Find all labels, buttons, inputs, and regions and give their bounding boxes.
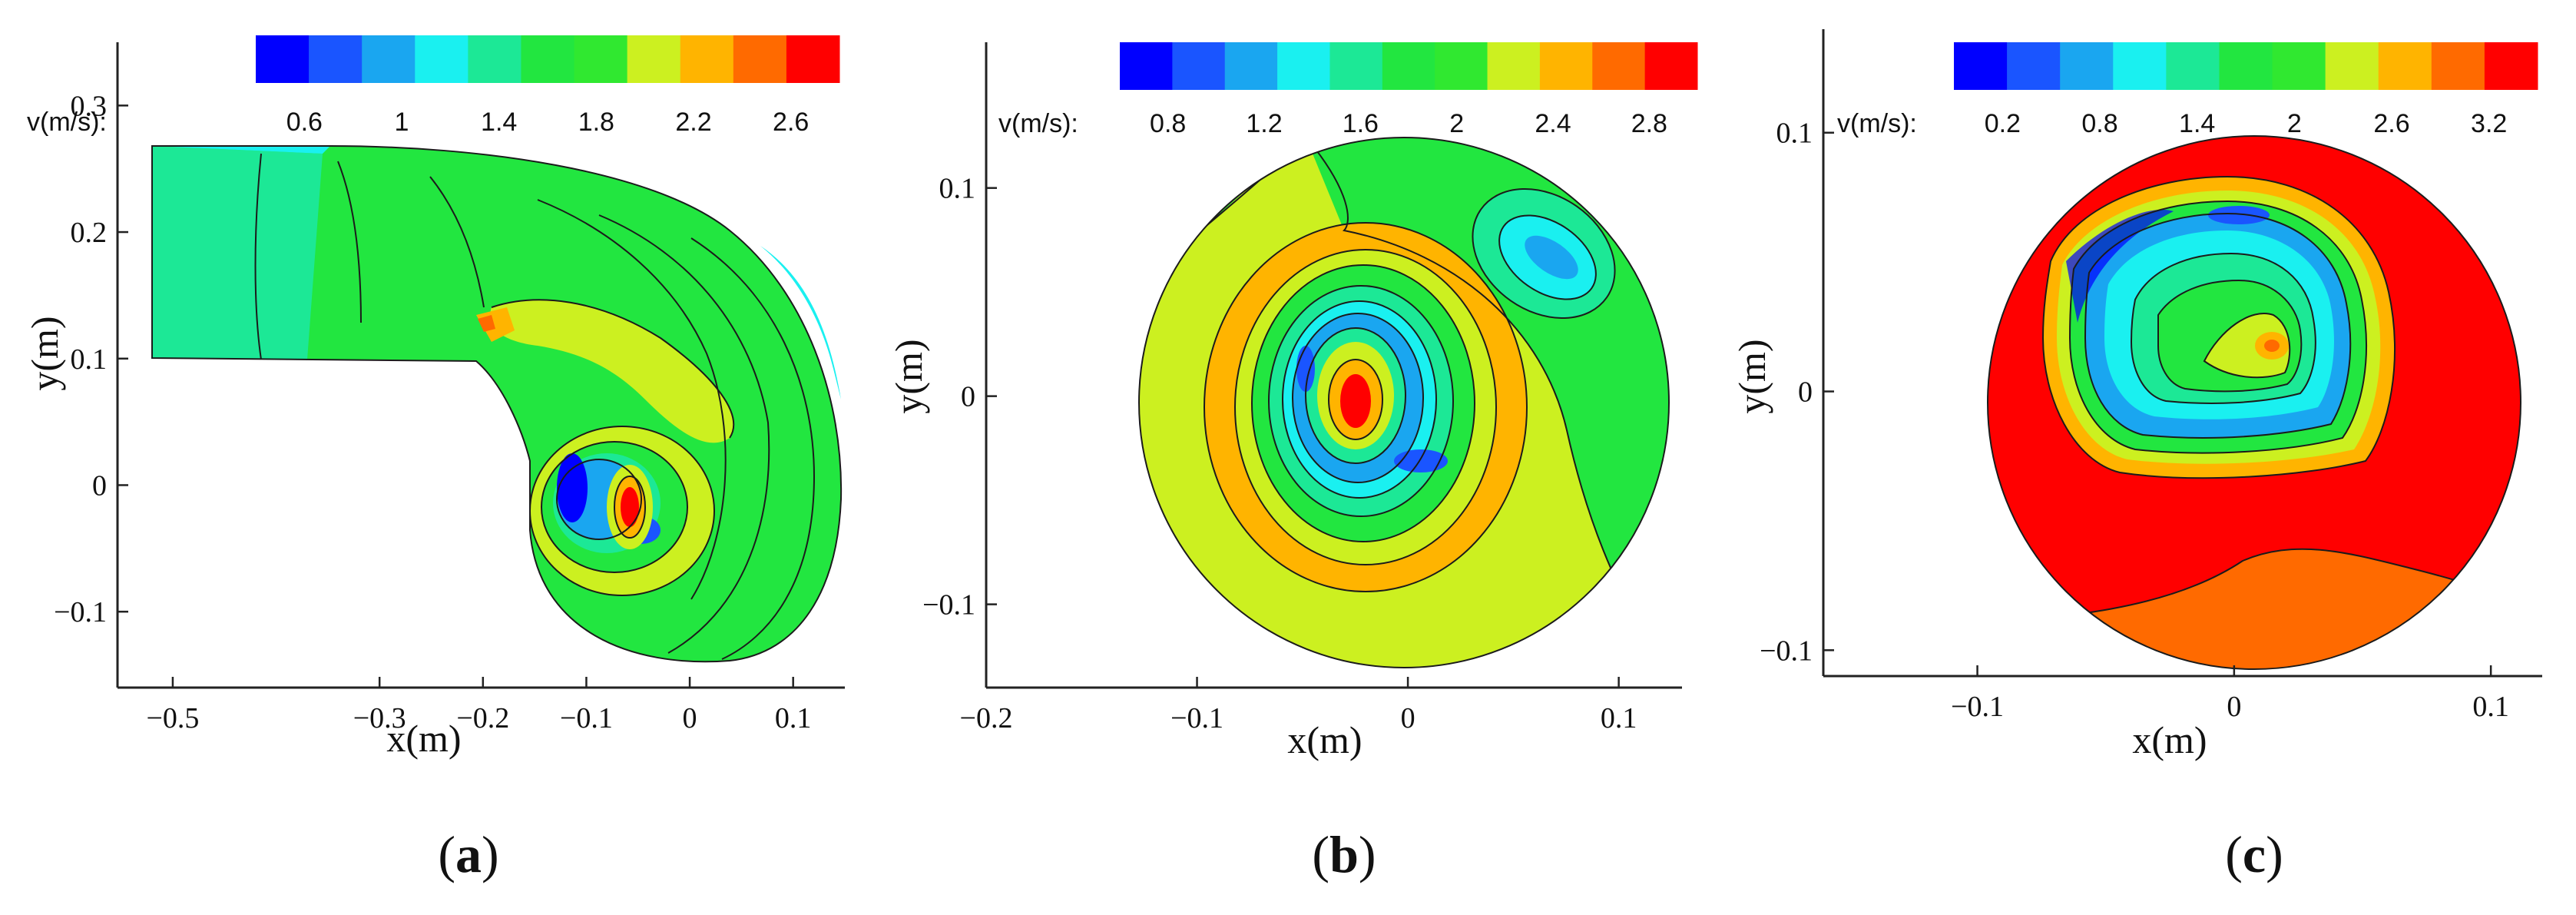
panel-c-ytick-label: 0: [1798, 376, 1813, 409]
panel-b-colorbar-swatch: [1172, 42, 1226, 90]
panel-b-ytick-label: 0: [961, 381, 975, 413]
panel-b-ytick-label: 0.1: [939, 173, 976, 205]
panel-c-colorbar-swatch: [2325, 42, 2379, 90]
panel-c-colorbar-swatch: [2113, 42, 2167, 90]
panel-b-colorbar-swatch: [1224, 42, 1278, 90]
panel-b-xtick-label: −0.2: [960, 702, 1013, 734]
panel-b-colorbar-swatch: [1329, 42, 1383, 90]
panel-c-ytick-label: −0.1: [1760, 635, 1813, 667]
panel-b-xtick-label: 0: [1401, 702, 1415, 734]
panel-a-ytick-label: −0.1: [54, 596, 107, 628]
panel-a-colorbar-swatch: [256, 35, 310, 83]
panel-c-colorbar-swatch: [2272, 42, 2326, 90]
panel-b-ytick-label: −0.1: [922, 589, 975, 622]
panel-a-colorbar-swatch: [733, 35, 787, 83]
panel-a-colorbar-swatch: [627, 35, 681, 83]
panel-a-xtick-label: 0.1: [775, 702, 812, 734]
panel-a-colorbar-swatch: [521, 35, 575, 83]
panel-b-colorbar-tick: 0.8: [1150, 109, 1186, 138]
panel-a: −0.5 −0.3 −0.2 −0.1 0 0.1 −0.1 0 0.1 0.2 0.3 0.6 1 1…: [23, 35, 845, 884]
panel-a-colorbar-swatch: [574, 35, 628, 83]
panel-a-colorbar-tick: 1: [395, 108, 409, 137]
panel-c-colorbar-tick: 3.2: [2471, 109, 2507, 138]
panel-a-xtick-label: −0.2: [456, 702, 509, 734]
panel-c-colorbar-label: v(m/s):: [1837, 109, 1917, 138]
panel-a-ytick-label: 0.1: [71, 343, 108, 376]
panel-a-xtick-label: −0.3: [353, 702, 406, 734]
panel-a-ytick-label: 0: [92, 469, 107, 502]
panel-a-colorbar-swatch: [786, 35, 840, 83]
panel-c-colorbar-swatch: [2007, 42, 2061, 90]
panel-a-colorbar-swatch: [468, 35, 521, 83]
panel-b-ylabel: y(m): [887, 339, 930, 413]
panel-b-colorbar-tick: 2.4: [1535, 109, 1571, 138]
panel-a-colorbar-tick: 1.8: [578, 108, 614, 137]
panel-a-label: (a): [438, 825, 498, 884]
panel-c-colorbar-tick: 0.8: [2081, 109, 2117, 138]
panel-a-colorbar-swatch: [362, 35, 416, 83]
panel-a-xtick-label: −0.1: [560, 702, 613, 734]
panel-b-field: [1139, 138, 1669, 668]
panel-b-colorbar-swatch: [1644, 42, 1698, 90]
panel-c-xtick-label: 0: [2227, 691, 2241, 723]
panel-a-colorbar: 0.6 1 1.4 1.8 2.2 2.6: [256, 35, 840, 137]
panel-b-colorbar-swatch: [1277, 42, 1330, 90]
panel-c-ytick-label: 0.1: [1776, 118, 1813, 150]
panel-c-xtick-label: −0.1: [1951, 691, 2004, 723]
panel-a-ylabel: y(m): [23, 316, 66, 390]
panel-b-colorbar: 0.8 1.2 1.6 2 2.4 2.8: [1120, 42, 1698, 138]
panel-b-colorbar-swatch: [1382, 42, 1435, 90]
panel-c-colorbar-swatch: [2060, 42, 2114, 90]
panel-c-colorbar-swatch: [2484, 42, 2538, 90]
panel-a-colorbar-tick: 2.6: [773, 108, 809, 137]
panel-c-xtick-label: 0.1: [2472, 691, 2509, 723]
panel-a-xlabel: x(m): [386, 717, 461, 760]
panel-b-colorbar-swatch: [1539, 42, 1593, 90]
panel-a-ytick-label: 0.2: [71, 217, 108, 249]
panel-c-ylabel: y(m): [1730, 339, 1773, 413]
panel-b-colorbar-swatch: [1592, 42, 1646, 90]
panel-c-colorbar-tick: 2.6: [2373, 109, 2409, 138]
panel-b-xtick-label: −0.1: [1170, 702, 1223, 734]
panel-c-colorbar-tick: 0.2: [1985, 109, 2021, 138]
panel-b-colorbar-swatch: [1120, 42, 1173, 90]
panel-b-xlabel: x(m): [1287, 718, 1362, 761]
panel-c-colorbar: 0.2 0.8 1.4 2 2.6 3.2: [1954, 42, 2538, 138]
panel-c-colorbar-swatch: [2219, 42, 2273, 90]
panel-b-colorbar-label: v(m/s):: [998, 109, 1078, 138]
panel-a-xtick-label: −0.5: [146, 702, 199, 734]
panel-c-label: (c): [2225, 825, 2283, 884]
panel-b: −0.2 −0.1 0 0.1 −0.1 0 0.1 0.8 1.2 1.6 2 2.4 2.8 v(…: [887, 42, 1698, 884]
panel-a-colorbar-tick: 0.6: [286, 108, 323, 137]
panel-b-label: (b): [1312, 825, 1376, 884]
panel-a-colorbar-swatch: [680, 35, 734, 83]
panel-b-colorbar-tick: 2.8: [1631, 109, 1667, 138]
panel-b-colorbar-swatch: [1435, 42, 1488, 90]
panel-c-xlabel: x(m): [2132, 718, 2207, 761]
panel-c-colorbar-swatch: [2378, 42, 2432, 90]
panel-c-field: [1988, 136, 2521, 669]
panel-c: −0.1 0 0.1 −0.1 0 0.1 0.2 0.8 1.4 2 2.6 3.2 v(m/s)…: [1730, 29, 2542, 884]
panel-b-colorbar-tick: 1.2: [1246, 109, 1282, 138]
panel-c-colorbar-swatch: [2166, 42, 2220, 90]
panel-a-colorbar-swatch: [309, 35, 363, 83]
panel-b-xtick-label: 0.1: [1601, 702, 1637, 734]
panel-c-colorbar-tick: 2: [2287, 109, 2302, 138]
panel-a-colorbar-swatch: [415, 35, 469, 83]
panel-a-colorbar-label: v(m/s):: [27, 108, 107, 137]
panel-a-xtick-label: 0: [683, 702, 697, 734]
panel-a-ytick-label: 0.3: [71, 90, 108, 122]
panel-b-colorbar-tick: 2: [1449, 109, 1464, 138]
panel-c-colorbar-swatch: [2431, 42, 2485, 90]
panel-a-colorbar-tick: 2.2: [675, 108, 711, 137]
panel-c-colorbar-swatch: [1954, 42, 2008, 90]
panel-b-colorbar-tick: 1.6: [1343, 109, 1379, 138]
panel-a-colorbar-tick: 1.4: [481, 108, 517, 137]
panel-a-field: [151, 145, 843, 663]
panel-b-colorbar-swatch: [1487, 42, 1541, 90]
panel-c-colorbar-tick: 1.4: [2179, 109, 2215, 138]
